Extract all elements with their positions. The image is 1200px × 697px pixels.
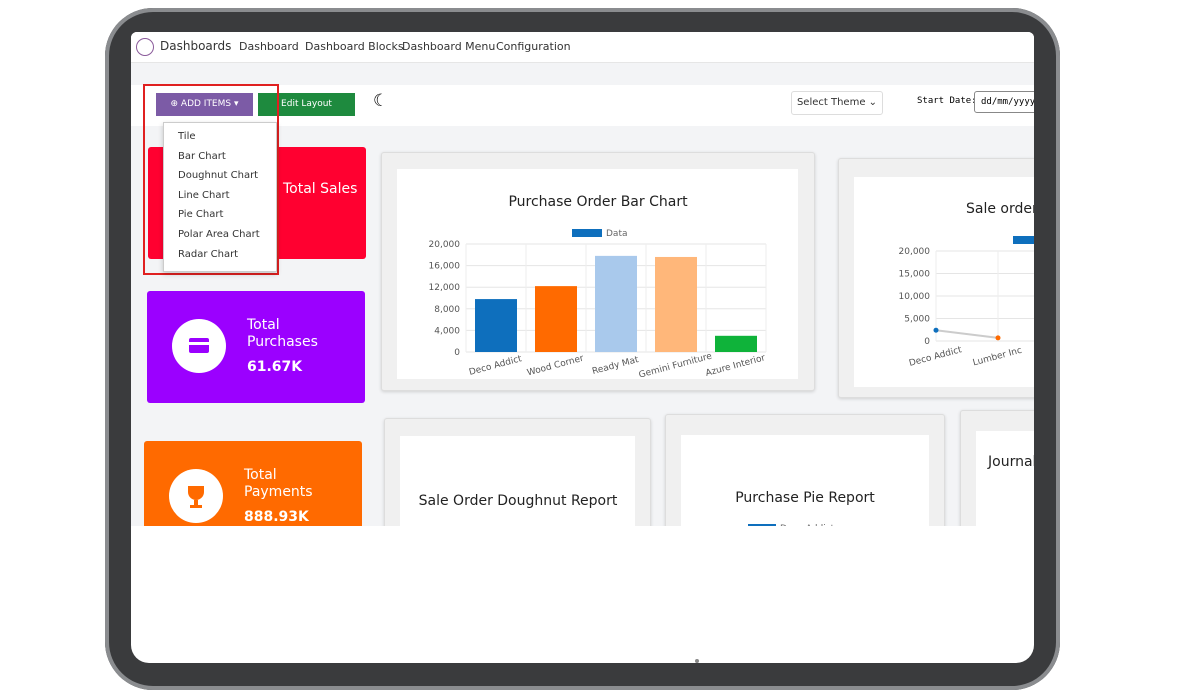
nav-item[interactable]: Dashboard Blocks <box>305 40 404 53</box>
edit-layout-label: Edit Layout <box>281 99 332 109</box>
chart-panel <box>976 431 1034 526</box>
start-date-input[interactable]: dd/mm/yyyy <box>974 91 1034 113</box>
chart-title: Journal <box>988 454 1034 470</box>
y-tick-label: 5,000 <box>904 315 930 325</box>
y-tick-label: 10,000 <box>899 292 931 302</box>
bar <box>535 286 577 352</box>
bar <box>595 255 637 352</box>
theme-toggle[interactable]: ☾ <box>373 91 389 111</box>
y-tick-label: 16,000 <box>429 262 461 272</box>
chart-title: Purchase Pie Report <box>735 490 875 506</box>
menu-item[interactable]: Polar Area Chart <box>178 229 260 240</box>
tile-title: Total Payments <box>244 467 313 500</box>
menu-item[interactable]: Line Chart <box>178 189 230 201</box>
tile-icon <box>169 469 223 523</box>
menu-item[interactable]: Bar Chart <box>178 150 226 162</box>
y-tick-label: 4,000 <box>434 326 460 336</box>
chart-card: Journal <box>960 410 1034 526</box>
chart-title: Sale order Line Chart <box>966 201 1034 217</box>
highlight-box <box>143 84 279 275</box>
legend-swatch <box>572 229 602 237</box>
logo <box>136 38 154 56</box>
home-dot <box>695 659 699 663</box>
chart-card: Sale Order Doughnut Report Deco Addict Lum… <box>384 418 651 526</box>
y-tick-label: 0 <box>924 337 930 347</box>
legend-label: Data <box>606 229 628 239</box>
x-tick-label: Ready Mat <box>591 355 640 377</box>
x-tick-label: Wood Corner <box>526 354 585 379</box>
bar <box>475 299 517 352</box>
tile-title: Total Sales <box>283 181 358 197</box>
menu-item[interactable]: Doughnut Chart <box>178 170 259 182</box>
tile[interactable]: Total Payments 888.93K <box>144 441 362 526</box>
chart-panel <box>681 435 929 526</box>
add-items-label: ADD ITEMS <box>180 99 232 109</box>
screen: Dashboards Dashboard Dashboard Blocks Da… <box>131 32 1034 663</box>
add-items-button[interactable]: ⊕ ADD ITEMS ▾ <box>156 93 253 116</box>
line-chart: Sale order Line Chart 0 5,000 10,000 15,000 2… <box>899 201 1034 369</box>
theme-select[interactable]: Select Theme ⌄ <box>791 91 883 115</box>
x-tick-label: Lumber Inc <box>972 346 1023 369</box>
y-tick-label: 15,000 <box>899 270 931 280</box>
start-date-label: Start Date: <box>917 96 977 106</box>
navbar: Dashboards Dashboard Dashboard Blocks Da… <box>131 32 1034 63</box>
menu-item[interactable]: Tile <box>178 131 196 142</box>
menu-item[interactable]: Pie Chart <box>178 209 224 221</box>
y-tick-label: 8,000 <box>434 305 460 315</box>
line <box>935 329 999 339</box>
chart-card: Purchase Order Bar Chart 0 4,000 8,000 12,00… <box>381 152 815 391</box>
y-tick-label: 20,000 <box>899 247 931 257</box>
theme-label: Select Theme <box>796 97 866 108</box>
tile-title: Total Purchases <box>247 317 318 350</box>
x-tick-label: Deco Addict <box>468 354 523 378</box>
bar <box>715 335 757 352</box>
tile-value: 888.93K <box>244 509 309 525</box>
edit-layout-button[interactable]: Edit Layout <box>258 93 355 116</box>
nav-item[interactable]: Dashboard <box>239 40 299 53</box>
chart-title: Sale Order Doughnut Report <box>419 493 618 509</box>
point <box>933 327 939 333</box>
toolbar: ⊕ ADD ITEMS ▾ Edit Layout ☾ Select Theme… <box>131 85 1034 126</box>
x-tick-label: Deco Addict <box>908 345 963 369</box>
chart-panel <box>400 436 635 526</box>
tile-value: 61.67K <box>247 359 303 375</box>
nav-item[interactable]: Configuration <box>496 40 571 53</box>
y-tick-label: 20,000 <box>429 240 461 250</box>
tile[interactable]: Total Purchases 61.67K <box>147 291 365 403</box>
dashboard: Dashboards Dashboard Dashboard Blocks Da… <box>131 32 1034 526</box>
x-tick-label: Azure Interior <box>705 353 767 379</box>
point <box>995 335 1001 341</box>
x-tick-label: Gemini Furniture <box>638 351 714 380</box>
chart-card: Purchase Pie Report Deco Addict Wood Corne… <box>665 414 945 526</box>
y-tick-label: 12,000 <box>429 283 461 293</box>
card-icon <box>189 338 209 353</box>
tile-icon <box>172 319 226 373</box>
chart-title: Purchase Order Bar Chart <box>508 194 688 210</box>
bar <box>655 256 697 352</box>
brand[interactable]: Dashboards <box>160 39 232 53</box>
trophy-icon <box>188 486 204 508</box>
bar-chart: Purchase Order Bar Chart 0 4,000 8,000 12,00… <box>429 194 767 381</box>
add-items-menu: Tile Bar Chart Doughnut Chart Line Chart Pie… <box>163 122 277 272</box>
legend-swatch <box>748 524 776 526</box>
legend-label: Deco Addict <box>780 524 835 526</box>
y-tick-label: 0 <box>454 348 460 358</box>
nav-item[interactable]: Dashboard Menu <box>402 40 496 53</box>
menu-item[interactable]: Radar Chart <box>178 248 239 260</box>
chart-card: Sale order Line Chart 0 5,000 10,000 15,000 2… <box>838 158 1034 398</box>
chart-panel <box>854 177 1034 387</box>
legend-swatch <box>1013 236 1034 244</box>
